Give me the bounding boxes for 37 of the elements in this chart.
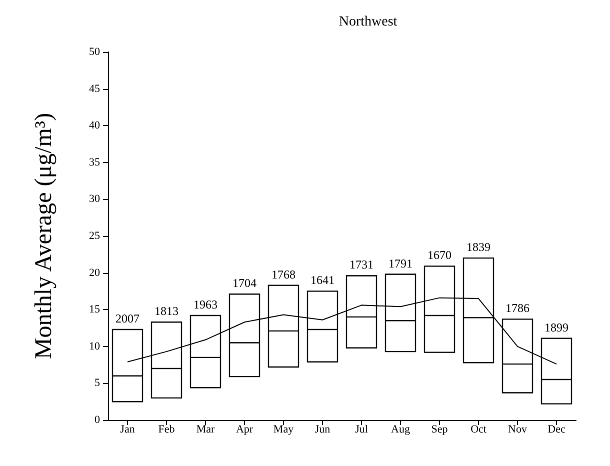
x-tick-label: Nov	[508, 424, 528, 436]
y-tick-label: 50	[89, 46, 100, 58]
annotation: 1731	[350, 258, 374, 272]
x-tick-label: May	[273, 424, 294, 436]
x-tick-label: Apr	[236, 424, 254, 436]
chart-title: Northwest	[338, 14, 398, 30]
annotation: 1768	[272, 267, 296, 282]
x-tick-label: Oct	[470, 424, 486, 436]
y-tick-label: 35	[89, 156, 100, 168]
annotation: 1839	[466, 240, 490, 254]
x-tick-label: Feb	[158, 424, 176, 436]
x-tick-label: Mar	[196, 424, 215, 436]
y-axis-title: Monthly Average (μg/m³)	[31, 112, 57, 360]
annotation: 1813	[154, 304, 178, 318]
y-tick-label: 10	[89, 340, 100, 352]
x-tick-label: Jan	[120, 424, 136, 436]
annotation: 1963	[194, 297, 218, 312]
y-tick-label: 5	[94, 377, 100, 390]
y-tick-label: 45	[89, 82, 100, 95]
y-tick-label: 25	[89, 230, 100, 242]
y-tick-label: 0	[94, 414, 100, 426]
x-tick-label: Jun	[314, 424, 331, 436]
y-tick-label: 20	[89, 266, 100, 279]
x-tick-label: Aug	[391, 424, 410, 436]
y-tick-label: 30	[89, 193, 100, 206]
y-tick-label: 40	[89, 120, 100, 132]
x-tick-label: Dec	[548, 424, 566, 436]
annotation: 1899	[544, 320, 568, 334]
x-tick-label: Jul	[355, 424, 368, 436]
annotation: 2007	[116, 311, 140, 326]
x-tick-label: Sep	[431, 424, 448, 436]
y-tick-label: 15	[89, 304, 100, 316]
annotation: 1704	[232, 276, 256, 290]
annotation: 1786	[506, 301, 530, 316]
annotation: 1670	[428, 248, 452, 262]
annotation: 1791	[388, 256, 412, 270]
annotation: 1641	[310, 273, 334, 288]
